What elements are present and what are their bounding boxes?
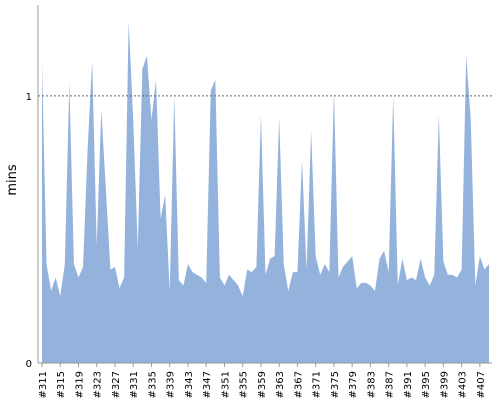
x-tick-label: #347 [202,371,213,398]
x-tick-label: #311 [38,371,49,398]
x-tick-label: #335 [147,371,158,398]
x-tick-label: #323 [93,371,104,398]
x-tick-label: #339 [166,371,177,398]
x-tick-label: #343 [184,371,195,398]
y-axis-label: mins [5,164,20,196]
x-tick-label: #403 [458,371,469,398]
x-tick-label: #407 [476,371,487,398]
x-tick-label: #395 [421,371,432,398]
y-tick-label: 0 [26,359,32,370]
x-tick-label: #391 [403,371,414,398]
y-tick-label: 1 [26,92,32,103]
x-tick-label: #319 [74,371,85,398]
x-tick-label: #387 [385,371,396,398]
x-tick-label: #399 [439,371,450,398]
x-tick-label: #327 [111,371,122,398]
x-tick-label: #371 [312,371,323,398]
x-tick-label: #315 [56,371,67,398]
x-tick-label: #375 [330,371,341,398]
area [42,21,489,364]
x-tick-label: #363 [275,371,286,398]
x-tick-label: #379 [348,371,359,398]
x-tick-label: #351 [220,371,231,398]
x-tick-label: #359 [257,371,268,398]
x-tick-label: #367 [293,371,304,398]
x-tick-label: #383 [366,371,377,398]
x-tick-label: #331 [129,371,140,398]
x-tick-label: #355 [239,371,250,398]
